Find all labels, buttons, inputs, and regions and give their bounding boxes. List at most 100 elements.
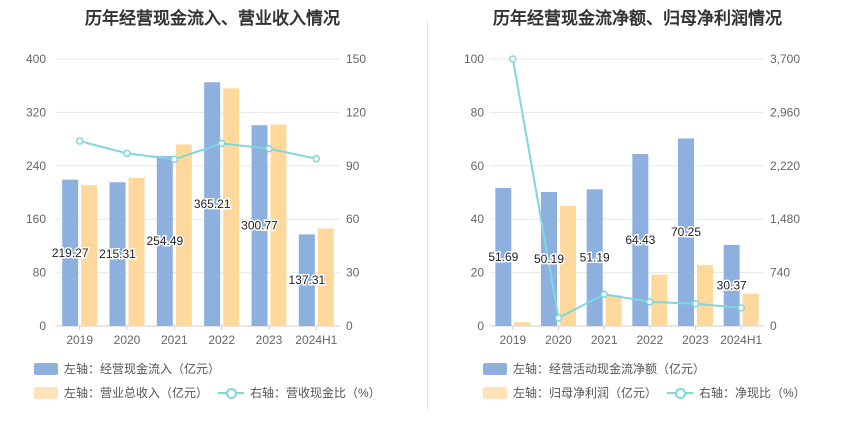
legend-label: 左轴：营业总收入（亿元） — [64, 386, 209, 400]
legend-swatch-orange — [483, 386, 507, 399]
legend-line-icon — [667, 387, 693, 399]
left-chart-panel: 历年经营现金流入、营业收入情况 0 0 80 30 160 60 240 90 320 120 40… — [26, 9, 381, 401]
bar-secondary — [317, 228, 334, 326]
bar-data-label: 30.37 — [717, 278, 747, 292]
ratio-point — [217, 139, 226, 148]
bar-primary — [62, 179, 79, 326]
y-left-tick-label: 0 — [39, 319, 46, 333]
x-tick-label: 2021 — [591, 333, 618, 347]
ratio-line — [511, 58, 742, 320]
ratio-point — [509, 55, 517, 63]
bar-secondary — [514, 322, 531, 326]
bar-secondary — [223, 88, 240, 327]
bar-data-label: 254.49 — [146, 234, 183, 248]
y-right-tick-label: 2,220 — [770, 159, 800, 173]
y-left-tick-label: 60 — [471, 159, 485, 173]
y-right-tick-label: 0 — [346, 319, 353, 333]
bar-primary — [678, 138, 694, 326]
chart-plot: 0 0 80 30 160 60 240 90 320 120 400 150 2019 2020 2021… — [26, 52, 366, 347]
y-right-tick-label: 30 — [346, 266, 360, 280]
bar-data-label: 51.69 — [488, 250, 518, 264]
legend-label: 右轴：营收现金比（%） — [250, 386, 381, 400]
bar-primary — [204, 82, 221, 327]
x-tick-label: 2020 — [114, 333, 141, 347]
right-chart-panel: 历年经营现金流净额、归母净利润情况 0 0 20 740 40 1,480 60 2,220 8… — [425, 0, 850, 437]
bar-primary — [495, 187, 512, 326]
ratio-point — [170, 155, 179, 164]
bar-primary — [298, 234, 315, 326]
y-left-tick-label: 20 — [471, 266, 485, 280]
y-left-tick-label: 400 — [26, 52, 46, 66]
ratio-point — [646, 298, 654, 306]
ratio-point — [265, 144, 273, 153]
bar-data-label: 219.27 — [52, 246, 89, 260]
chart-title: 历年经营现金流入、营业收入情况 — [85, 9, 340, 28]
ratio-point — [312, 154, 321, 163]
y-right-tick-label: 1,480 — [770, 212, 800, 226]
bar-primary — [586, 189, 603, 326]
x-tick-label: 2023 — [256, 333, 283, 347]
ratio-point — [737, 304, 745, 312]
bar-primary — [109, 182, 126, 326]
legend-item-revenue[interactable]: 左轴：营业总收入（亿元） — [34, 384, 208, 401]
legend-label: 左轴：经营现金流入（亿元） — [64, 362, 221, 376]
chart-title: 历年经营现金流净额、归母净利润情况 — [493, 9, 782, 28]
y-left-tick-label: 320 — [26, 105, 46, 119]
bar-secondary — [81, 185, 98, 326]
x-tick-label: 2021 — [161, 333, 188, 347]
bar-secondary — [175, 144, 192, 326]
x-tick-label: 2019 — [499, 333, 526, 347]
bar-primary — [632, 153, 649, 326]
legend-line-icon — [218, 387, 244, 399]
y-right-tick-label: 740 — [770, 266, 790, 280]
y-left-tick-label: 100 — [464, 52, 484, 66]
bar-primary — [251, 125, 268, 326]
y-right-tick-label: 150 — [346, 52, 366, 66]
legend: 左轴：经营现金流入（亿元） 左轴：营业总收入（亿元） 右轴：营收现金比（%） — [34, 360, 381, 401]
y-right-tick-label: 90 — [346, 159, 360, 173]
y-right-tick-label: 120 — [346, 105, 366, 119]
y-left-tick-label: 0 — [477, 319, 484, 333]
legend: 左轴：经营活动现金流净额（亿元） 左轴：归母净利润（亿元） 右轴：净现比（%） — [425, 0, 850, 437]
bar-primary — [156, 156, 173, 326]
y-left-tick-label: 160 — [26, 212, 46, 226]
y-left-tick-label: 80 — [33, 266, 47, 280]
chart-plot: 0 0 20 740 40 1,480 60 2,220 80 2,960 100 3,700 2019… — [464, 52, 800, 347]
ratio-point — [75, 137, 84, 145]
bar-secondary — [605, 295, 622, 326]
ratio-point — [600, 290, 608, 298]
y-right-tick-label: 60 — [346, 212, 360, 226]
bar-data-label: 64.43 — [625, 233, 655, 247]
legend-item-net-cashflow[interactable]: 左轴：经营活动现金流净额（亿元） — [483, 360, 705, 377]
y-right-tick-label: 2,960 — [770, 105, 800, 119]
y-left-tick-label: 40 — [471, 212, 485, 226]
bar-data-label: 300.77 — [241, 219, 278, 233]
x-tick-label: 2019 — [66, 333, 93, 347]
bar-secondary — [742, 293, 759, 326]
legend-swatch-blue — [34, 362, 58, 375]
ratio-point — [691, 300, 700, 308]
bar-secondary — [560, 205, 576, 326]
bar-secondary — [697, 265, 713, 326]
legend-item-ratio[interactable]: 右轴：净现比（%） — [667, 384, 806, 401]
panel-divider — [427, 20, 428, 410]
legend-item-net-profit[interactable]: 左轴：归母净利润（亿元） — [483, 384, 657, 401]
legend-swatch-orange — [34, 386, 58, 399]
y-right-tick-label: 3,700 — [770, 52, 800, 66]
legend-item-cash-inflow[interactable]: 左轴：经营现金流入（亿元） — [34, 360, 220, 377]
x-tick-label: 2024H1 — [720, 333, 762, 347]
legend-label: 左轴：经营活动现金流净额（亿元） — [513, 362, 706, 376]
bar-data-label: 365.21 — [194, 197, 231, 211]
y-left-tick-label: 240 — [26, 159, 46, 173]
legend-swatch-blue — [483, 362, 507, 375]
bar-secondary — [270, 124, 287, 326]
legend-item-ratio[interactable]: 右轴：营收现金比（%） — [218, 384, 381, 401]
x-tick-label: 2020 — [545, 333, 572, 347]
bar-secondary — [128, 177, 145, 326]
x-tick-label: 2022 — [636, 333, 663, 347]
ratio-line — [79, 140, 317, 161]
bar-data-label: 70.25 — [671, 225, 701, 239]
x-tick-label: 2024H1 — [295, 333, 337, 347]
y-left-tick-label: 80 — [471, 105, 485, 119]
x-tick-label: 2022 — [208, 333, 235, 347]
